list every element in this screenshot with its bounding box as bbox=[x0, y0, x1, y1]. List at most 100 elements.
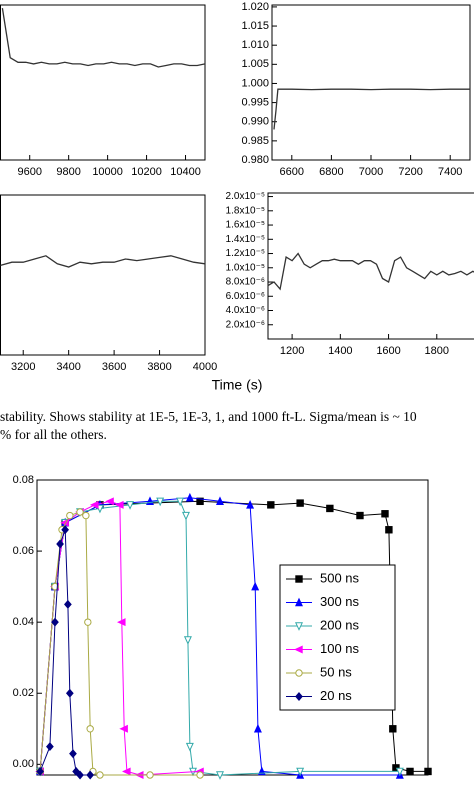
series-line bbox=[273, 88, 470, 130]
x-tick-label: 6800 bbox=[319, 166, 343, 178]
x-tick-label: 10200 bbox=[131, 166, 162, 178]
marker bbox=[156, 497, 165, 507]
plot-frame bbox=[0, 194, 206, 356]
marker bbox=[326, 504, 334, 513]
marker bbox=[61, 525, 70, 535]
marker bbox=[82, 511, 90, 520]
y-tick-label: 0.04 bbox=[13, 616, 34, 628]
x-tick-label: 1200 bbox=[280, 345, 304, 357]
y-tick-label: 4.0x10⁻⁶ bbox=[226, 305, 265, 316]
marker bbox=[389, 725, 397, 733]
x-tick-label: 7200 bbox=[398, 166, 422, 178]
marker bbox=[395, 767, 404, 777]
plot-frame bbox=[267, 192, 474, 340]
plot: 0.00 0.02 0.04 0.06 0.08 500 ns 300 ns 200 ns 10… bbox=[13, 474, 432, 780]
marker bbox=[86, 770, 95, 780]
caption-line: % for all the others. bbox=[0, 427, 107, 442]
marker bbox=[64, 599, 72, 609]
y-tick-label: 0.00 bbox=[13, 758, 34, 770]
marker bbox=[69, 749, 77, 759]
marker bbox=[295, 622, 303, 631]
marker bbox=[76, 508, 84, 516]
marker bbox=[295, 669, 303, 677]
marker bbox=[36, 766, 44, 776]
marker bbox=[296, 499, 304, 507]
marker bbox=[86, 725, 94, 733]
x-tick-label: 6600 bbox=[280, 166, 304, 178]
series-line bbox=[39, 511, 200, 776]
marker bbox=[356, 511, 364, 520]
marker bbox=[385, 526, 393, 534]
legend-label: 20 ns bbox=[320, 688, 352, 703]
marker bbox=[216, 496, 224, 506]
marker bbox=[51, 582, 59, 591]
y-tick-label: 1.005 bbox=[241, 58, 269, 70]
plot: 6600 6800 7000 7200 7400 0.980 0.985 0.990 0.995… bbox=[241, 1, 471, 178]
x-tick-label: 1400 bbox=[328, 345, 352, 357]
legend-label: 100 ns bbox=[320, 641, 360, 656]
y-tick-label: 0.06 bbox=[13, 545, 34, 557]
x-tick-label: 1800 bbox=[425, 345, 449, 357]
x-tick-label: 9600 bbox=[17, 166, 41, 178]
marker bbox=[84, 618, 92, 626]
marker bbox=[119, 724, 128, 733]
series-line bbox=[0, 255, 206, 268]
marker bbox=[295, 692, 303, 701]
y-tick-label: 1.8x10⁻⁵ bbox=[226, 205, 265, 216]
marker bbox=[246, 499, 255, 509]
legend-label: 200 ns bbox=[320, 617, 360, 632]
marker bbox=[185, 492, 194, 502]
plot: 1200140016001800202.0x10⁻⁶4.0x10⁻⁶6.0x10… bbox=[226, 191, 474, 357]
marker bbox=[122, 767, 131, 776]
y-tick-label: 1.010 bbox=[241, 39, 269, 51]
x-axis-label: Time (s) bbox=[212, 377, 263, 393]
y-tick-label: 0.990 bbox=[241, 116, 269, 128]
y-tick-label: 0.995 bbox=[241, 96, 269, 108]
marker bbox=[65, 688, 74, 698]
marker bbox=[216, 771, 224, 780]
marker bbox=[105, 497, 114, 506]
plot-frame bbox=[271, 4, 471, 161]
marker bbox=[406, 767, 414, 776]
y-tick-label: 6.0x10⁻⁶ bbox=[226, 291, 265, 302]
y-tick-label: 1.020 bbox=[241, 1, 269, 13]
x-tick-label: 7000 bbox=[359, 166, 383, 178]
plot-frame bbox=[36, 479, 429, 776]
marker bbox=[76, 770, 84, 780]
y-tick-label: 2.0x10⁻⁵ bbox=[226, 191, 265, 202]
y-tick-label: 0.985 bbox=[241, 135, 269, 147]
y-tick-label: 2.0x10⁻⁶ bbox=[226, 319, 265, 330]
x-tick-label: 3800 bbox=[147, 361, 171, 373]
marker bbox=[267, 501, 275, 509]
y-tick-label: 1.015 bbox=[241, 20, 269, 32]
x-tick-label: 10400 bbox=[170, 166, 201, 178]
marker bbox=[424, 767, 432, 776]
legend-label: 300 ns bbox=[320, 594, 360, 609]
series-line bbox=[267, 252, 474, 291]
legend-box bbox=[279, 564, 396, 711]
y-tick-label: 1.0x10⁻⁵ bbox=[226, 262, 265, 273]
x-tick-label: 3600 bbox=[102, 361, 126, 373]
x-tick-label: 4000 bbox=[193, 361, 217, 373]
y-tick-label: 0.02 bbox=[13, 687, 34, 699]
y-tick-label: 1.6x10⁻⁵ bbox=[226, 220, 265, 231]
legend-label: 50 ns bbox=[320, 664, 352, 679]
marker bbox=[46, 742, 54, 752]
marker bbox=[181, 511, 190, 521]
x-tick-label: 7400 bbox=[438, 166, 462, 178]
x-tick-label: 10000 bbox=[92, 166, 123, 178]
marker bbox=[96, 771, 104, 779]
x-tick-label: 1600 bbox=[376, 345, 400, 357]
series-line bbox=[39, 529, 91, 776]
marker bbox=[176, 497, 185, 507]
caption-line: stability. Shows stability at 1E-5, 1E-3… bbox=[0, 409, 417, 424]
y-tick-label: 1.000 bbox=[241, 77, 269, 89]
marker bbox=[89, 500, 99, 509]
marker bbox=[126, 501, 135, 510]
x-tick-label: 9800 bbox=[56, 166, 80, 178]
y-tick-label: 8.0x10⁻⁶ bbox=[226, 277, 265, 288]
marker bbox=[146, 771, 154, 779]
plot: 9600 9800 10000 10200 10400 bbox=[0, 4, 206, 178]
